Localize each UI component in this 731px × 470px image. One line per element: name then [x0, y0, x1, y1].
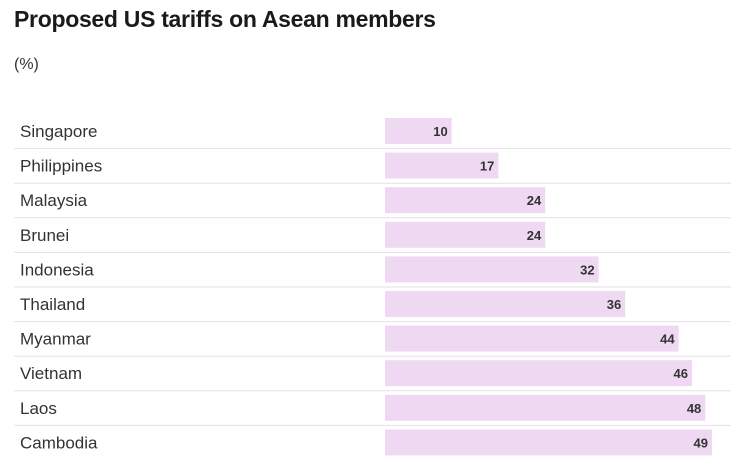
category-label: Vietnam: [20, 364, 82, 383]
bar-laos: [385, 394, 706, 421]
bar-cambodia: [385, 429, 712, 456]
category-label: Myanmar: [20, 330, 91, 349]
category-label: Cambodia: [20, 433, 98, 452]
value-label: 10: [433, 124, 447, 139]
value-label: 44: [660, 332, 675, 347]
value-label: 49: [694, 435, 708, 450]
value-label: 46: [674, 366, 688, 381]
value-label: 24: [527, 193, 542, 208]
category-label: Philippines: [20, 157, 102, 176]
value-label: 36: [607, 297, 621, 312]
bar-thailand: [385, 291, 626, 317]
category-label: Singapore: [20, 122, 98, 141]
category-label: Brunei: [20, 226, 69, 245]
bar-malaysia: [385, 187, 546, 214]
category-label: Laos: [20, 399, 57, 418]
value-label: 32: [580, 262, 594, 277]
bar-vietnam: [385, 360, 692, 387]
bar-singapore: [385, 118, 452, 144]
value-label: 48: [687, 401, 701, 416]
bar-myanmar: [385, 325, 679, 352]
chart-subtitle: (%): [14, 56, 39, 73]
bar-indonesia: [385, 256, 599, 283]
bar-philippines: [385, 152, 499, 179]
category-label: Thailand: [20, 295, 85, 314]
category-label: Indonesia: [20, 260, 94, 279]
category-label: Malaysia: [20, 191, 88, 210]
value-label: 17: [480, 159, 494, 174]
value-label: 24: [527, 228, 542, 243]
chart-title: Proposed US tariffs on Asean members: [14, 6, 436, 32]
bar-brunei: [385, 221, 546, 248]
